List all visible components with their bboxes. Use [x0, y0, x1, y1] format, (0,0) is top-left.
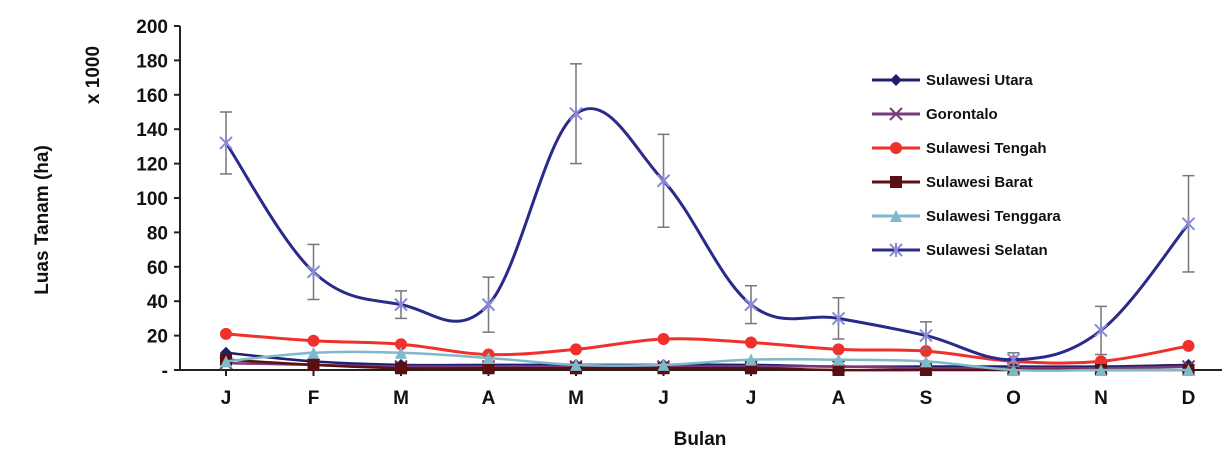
data-point [219, 135, 233, 150]
data-point [395, 346, 407, 359]
series-5 [219, 63, 1196, 368]
axes: - 20 40 60 80 100 120 140 160 180 200 J F M A M J J A S O N D [136, 17, 1222, 409]
series-4 [220, 346, 1195, 376]
legend-marker [889, 107, 903, 121]
y-tick-label: 60 [147, 258, 168, 279]
data-point [570, 343, 582, 356]
x-tick-label: S [920, 388, 933, 409]
y-tick-label: 100 [136, 189, 168, 210]
data-point [920, 355, 932, 368]
legend-label: Sulawesi Utara [926, 72, 1033, 89]
legend-item: Sulawesi Barat [872, 174, 1033, 191]
data-point [1095, 364, 1107, 376]
legend-label: Sulawesi Tenggara [926, 208, 1061, 225]
data-point [1182, 364, 1195, 376]
data-point [570, 358, 582, 371]
y-tick-label: 160 [136, 86, 168, 107]
x-tick-label: N [1094, 388, 1108, 409]
legend-marker [890, 142, 902, 154]
x-tick-label: O [1006, 388, 1021, 409]
legend-marker [890, 74, 902, 86]
data-point [482, 351, 495, 364]
legend-marker [890, 210, 902, 222]
y-tick-label: 20 [147, 327, 168, 348]
x-tick-label: A [482, 388, 496, 409]
x-tick-label: A [832, 388, 846, 409]
data-point [657, 333, 670, 346]
data-point [832, 343, 845, 356]
data-point [1182, 339, 1195, 352]
data-point [220, 327, 232, 340]
data-point [481, 297, 496, 312]
data-point [307, 358, 320, 371]
legend-label: Sulawesi Selatan [926, 242, 1048, 259]
data-point [306, 264, 321, 279]
legend-marker [890, 176, 902, 188]
data-point [831, 311, 846, 326]
x-tick-label: F [308, 388, 320, 409]
y-tick-label: 80 [147, 223, 168, 244]
y-axis-title: Luas Tanam (ha) [32, 145, 53, 295]
data-point [307, 346, 320, 359]
series-line [225, 351, 1189, 368]
series-line [225, 332, 1189, 365]
y-tick-label: 200 [136, 17, 168, 38]
series-line [225, 350, 1189, 372]
y-tick-label: 40 [147, 292, 168, 313]
legend-marker-stroke [889, 107, 903, 121]
legend: Sulawesi Utara Gorontalo Sulawesi Tengah Su… [872, 72, 1061, 259]
data-point [656, 173, 671, 188]
data-point [394, 297, 408, 312]
x-tick-label: J [746, 388, 757, 409]
legend-marker [889, 243, 903, 257]
x-tick-label: M [568, 388, 584, 409]
legend-item: Sulawesi Tenggara [872, 208, 1061, 225]
data-point [1006, 352, 1021, 367]
data-point [1094, 323, 1108, 338]
series-layer [219, 63, 1196, 376]
data-point [745, 353, 757, 366]
y-tick-label: - [162, 361, 168, 382]
x-tick-label: J [221, 388, 232, 409]
data-point [482, 362, 495, 375]
x-tick-label: D [1182, 388, 1196, 409]
data-point [745, 336, 757, 349]
data-point [395, 362, 407, 375]
data-point [569, 106, 583, 121]
legend-label: Sulawesi Barat [926, 174, 1033, 191]
legend-item: Gorontalo [872, 106, 998, 123]
data-point [832, 353, 845, 366]
data-point [307, 334, 320, 347]
data-point [1007, 364, 1020, 376]
legend-item: Sulawesi Utara [872, 72, 1033, 89]
y-axis-multiplier: x 1000 [83, 46, 104, 104]
data-point [920, 345, 932, 358]
y-tick-label: 180 [136, 51, 168, 72]
data-point [744, 297, 758, 312]
data-point [657, 358, 670, 371]
data-point [1181, 216, 1196, 231]
y-tick-label: 120 [136, 155, 168, 176]
data-point [832, 364, 845, 376]
data-point [395, 338, 407, 351]
x-tick-label: M [393, 388, 409, 409]
data-point [220, 355, 232, 368]
legend-label: Gorontalo [926, 106, 998, 123]
legend-label: Sulawesi Tengah [926, 140, 1047, 157]
legend-item: Sulawesi Tengah [872, 140, 1047, 157]
series-line [225, 361, 1189, 370]
x-axis-title: Bulan [674, 429, 727, 450]
x-tick-label: J [658, 388, 669, 409]
legend-item: Sulawesi Selatan [872, 242, 1048, 259]
y-tick-label: 140 [136, 120, 168, 141]
data-point [919, 328, 933, 343]
